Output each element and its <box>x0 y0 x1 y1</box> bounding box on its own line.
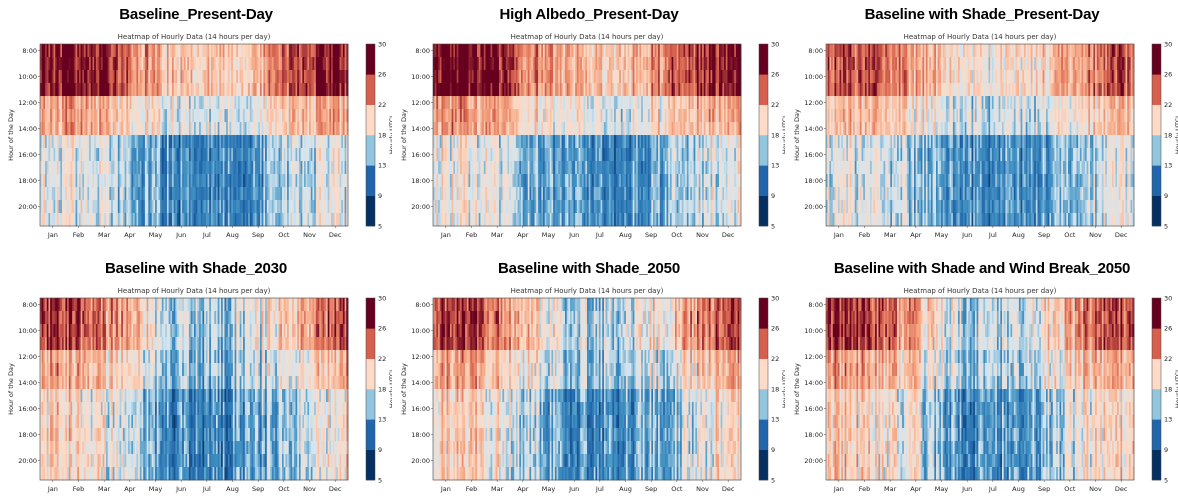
y-tick-label: 10:00 <box>18 73 37 81</box>
heatmap-panel: Baseline_Present-Day Heatmap of Hourly Da… <box>0 0 392 242</box>
y-axis-label: Hour of the Day <box>7 109 15 161</box>
y-tick-label: 14:00 <box>18 125 37 133</box>
y-tick-label: 8:00 <box>22 47 37 55</box>
colorbar-bin <box>366 135 375 166</box>
colorbar-bin <box>366 196 375 227</box>
heatmap-panel: High Albedo_Present-Day Heatmap of Hourly… <box>393 0 785 242</box>
x-tick-label: Feb <box>73 231 85 239</box>
x-tick-label: Apr <box>124 231 136 239</box>
heatmap-svg: Heatmap of Hourly Data (14 hours per day… <box>0 30 392 244</box>
y-tick-label: 12:00 <box>18 99 37 107</box>
colorbar-bin <box>366 44 375 75</box>
y-tick-label: 20:00 <box>18 203 37 211</box>
x-tick-label: Jan <box>47 231 58 239</box>
colorbar-tick-label: 13 <box>378 162 386 170</box>
colorbar-label: Hourly UTCI <box>388 116 392 154</box>
colorbar-tick-label: 18 <box>378 131 386 139</box>
colorbar-bin <box>366 165 375 196</box>
colorbar-tick-label: 26 <box>378 71 386 79</box>
colorbar-bin <box>366 105 375 136</box>
colorbar-tick-label: 5 <box>378 222 382 230</box>
x-tick-label: Jul <box>202 231 211 239</box>
x-tick-label: Sep <box>252 231 264 239</box>
x-tick-label: Aug <box>226 231 239 239</box>
x-tick-label: Oct <box>278 231 290 239</box>
heatmap-cells <box>433 44 741 226</box>
heatmap-subtitle: Heatmap of Hourly Data (14 hours per day… <box>511 33 664 41</box>
x-tick-label: Jun <box>175 231 186 239</box>
x-tick-label: Nov <box>303 231 316 239</box>
heatmap-subtitle: Heatmap of Hourly Data (14 hours per day… <box>118 33 271 41</box>
panel-title: High Albedo_Present-Day <box>393 6 785 23</box>
x-tick-label: Dec <box>329 231 342 239</box>
colorbar-tick-label: 30 <box>378 40 386 48</box>
colorbar-bin <box>366 74 375 105</box>
heatmap-svg: Heatmap of Hourly Data (14 hours per day… <box>393 30 785 244</box>
y-tick-label: 16:00 <box>18 151 37 159</box>
colorbar-tick-label: 9 <box>378 192 382 200</box>
colorbar-tick-label: 22 <box>378 101 386 109</box>
x-tick-label: Mar <box>98 231 111 239</box>
panel-title: Baseline_Present-Day <box>0 6 392 23</box>
heatmap-cells <box>40 44 348 226</box>
y-tick-label: 18:00 <box>18 177 37 185</box>
x-tick-label: May <box>149 231 163 239</box>
